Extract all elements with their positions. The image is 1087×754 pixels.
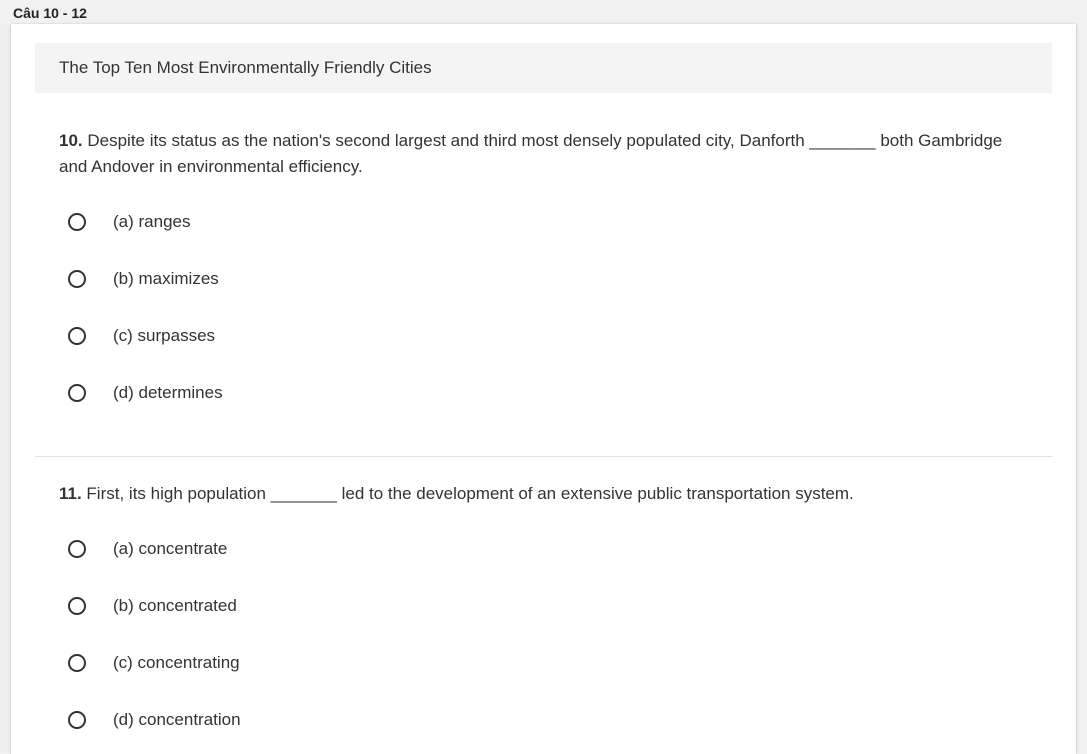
- question-card: The Top Ten Most Environmentally Friendl…: [11, 24, 1076, 754]
- option-label[interactable]: (b) concentrated: [113, 596, 237, 615]
- question-number: 10.: [59, 131, 83, 150]
- section-label: Câu 10 - 12: [13, 5, 87, 21]
- radio-button-icon[interactable]: [68, 213, 86, 231]
- option-label[interactable]: (a) ranges: [113, 212, 191, 231]
- option-label[interactable]: (d) determines: [113, 383, 223, 402]
- option-label[interactable]: (d) concentration: [113, 710, 241, 729]
- option-10-d[interactable]: (d) determines: [68, 381, 223, 405]
- option-11-c[interactable]: (c) concentrating: [68, 651, 240, 675]
- radio-button-icon[interactable]: [68, 654, 86, 672]
- option-label[interactable]: (b) maximizes: [113, 269, 219, 288]
- question-10: 10. Despite its status as the nation's s…: [59, 128, 1019, 180]
- question-text: Despite its status as the nation's secon…: [59, 131, 1003, 176]
- option-11-d[interactable]: (d) concentration: [68, 708, 241, 732]
- radio-button-icon[interactable]: [68, 327, 86, 345]
- option-11-b[interactable]: (b) concentrated: [68, 594, 237, 618]
- radio-button-icon[interactable]: [68, 384, 86, 402]
- passage-title: The Top Ten Most Environmentally Friendl…: [35, 43, 1052, 93]
- question-text: First, its high population _______ led t…: [81, 484, 854, 503]
- option-11-a[interactable]: (a) concentrate: [68, 537, 227, 561]
- radio-button-icon[interactable]: [68, 597, 86, 615]
- radio-button-icon[interactable]: [68, 540, 86, 558]
- radio-button-icon[interactable]: [68, 711, 86, 729]
- question-divider: [35, 456, 1052, 457]
- option-10-a[interactable]: (a) ranges: [68, 210, 190, 234]
- option-10-b[interactable]: (b) maximizes: [68, 267, 219, 291]
- question-number: 11.: [59, 484, 82, 503]
- option-label[interactable]: (c) surpasses: [113, 326, 216, 345]
- option-label[interactable]: (c) concentrating: [113, 653, 240, 672]
- radio-button-icon[interactable]: [68, 270, 86, 288]
- option-10-c[interactable]: (c) surpasses: [68, 324, 215, 348]
- option-label[interactable]: (a) concentrate: [113, 539, 228, 558]
- question-11: 11. First, its high population _______ l…: [59, 481, 1019, 507]
